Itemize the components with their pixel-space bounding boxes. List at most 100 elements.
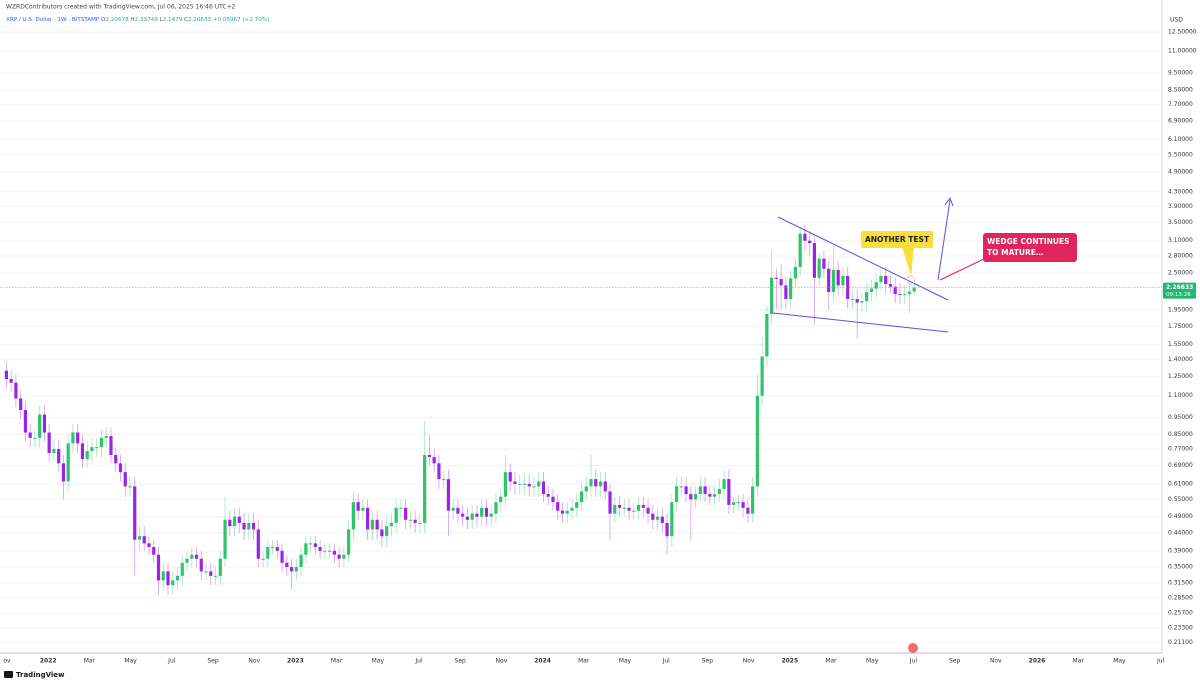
y-tick-label: 0.49000: [1168, 513, 1193, 520]
legend: XRP / U.S. Dollar · 1W · BITSTAMP O2.206…: [6, 17, 269, 23]
candle-body: [503, 472, 508, 497]
y-tick-label: 4.90000: [1168, 169, 1193, 176]
last-price-label: 2.26633: [1166, 284, 1193, 291]
wedge-upper-line: [777, 216, 949, 301]
candle-body: [123, 472, 127, 487]
candle-body: [817, 258, 821, 278]
candle-body: [860, 301, 864, 303]
candle-body: [152, 547, 156, 555]
candle-body: [270, 547, 275, 549]
candle-body: [461, 513, 465, 517]
candle-body: [565, 510, 569, 514]
candle-body: [14, 382, 18, 399]
candle-body: [846, 275, 850, 299]
candle-body: [641, 504, 645, 508]
candle-body: [351, 502, 355, 530]
candle-body: [23, 409, 28, 433]
candle-body: [380, 529, 384, 537]
x-tick-label: Jul: [414, 658, 423, 665]
candle-body: [361, 507, 365, 511]
candle-body: [803, 233, 807, 241]
candle-body: [171, 580, 175, 586]
candle-body: [142, 536, 146, 544]
callout-box: [861, 231, 933, 248]
candle-body: [213, 575, 218, 577]
candle-body: [223, 519, 227, 559]
candle-body: [836, 269, 840, 286]
candle-body: [779, 279, 783, 286]
candle-body: [608, 491, 612, 514]
candle-body: [161, 571, 165, 581]
x-tick-label: Mar: [1073, 658, 1085, 665]
candle-body: [427, 455, 432, 458]
candle-body: [418, 522, 422, 524]
x-tick-label: Mar: [578, 658, 590, 665]
candle-body: [560, 510, 565, 514]
y-tick-label: 11.00000: [1168, 48, 1197, 55]
x-tick-label: ov: [3, 658, 11, 665]
candle-body: [874, 282, 878, 289]
candle-body: [304, 543, 308, 555]
candle-body: [413, 519, 417, 523]
candle-body: [356, 502, 360, 511]
candle-body: [218, 558, 222, 576]
candle-body: [42, 414, 47, 433]
candle-body: [289, 567, 294, 572]
candle-body: [674, 486, 679, 503]
candle-body: [313, 543, 317, 548]
candle-body: [328, 550, 332, 552]
candle-body: [437, 463, 441, 480]
candle-body: [850, 298, 855, 300]
y-tick-label: 1.75000: [1168, 323, 1193, 330]
x-tick-label: 2022: [40, 658, 57, 665]
candle-body: [684, 486, 688, 495]
candle-body: [104, 436, 108, 438]
candle-body: [622, 507, 626, 509]
candle-body: [166, 571, 170, 586]
candle-body: [71, 432, 75, 444]
candle-body: [798, 233, 802, 268]
candle-body: [137, 536, 142, 540]
last-price-box: [1163, 282, 1196, 299]
candle-body: [774, 277, 778, 280]
candle-body: [261, 558, 265, 560]
candle-body: [156, 554, 161, 581]
candle-body: [385, 526, 389, 537]
candle-body: [57, 449, 61, 464]
candle-body: [589, 479, 593, 487]
candle-body: [308, 543, 313, 545]
candle-body: [527, 483, 531, 487]
candle-body: [95, 447, 99, 449]
candle-body: [109, 436, 113, 456]
candle-body: [337, 554, 341, 559]
candle-body: [28, 432, 32, 438]
y-tick-label: 0.69000: [1168, 462, 1193, 469]
candle-body: [128, 486, 132, 488]
x-tick-label: Nov: [496, 658, 508, 665]
y-tick-label: 12.50000: [1168, 29, 1197, 36]
candle-body: [717, 488, 721, 495]
callout-line: [939, 257, 987, 281]
x-tick-label: May: [372, 658, 385, 665]
candle-body: [884, 275, 888, 285]
legend-value: 2.20678: [106, 17, 130, 23]
y-tick-label: 0.77000: [1168, 446, 1193, 453]
y-tick-label: 0.39000: [1168, 547, 1193, 554]
candle-body: [442, 479, 446, 481]
candle-body: [133, 486, 137, 540]
y-unit: USD: [1170, 17, 1183, 24]
candle-body: [275, 547, 279, 551]
y-tick-label: 0.21100: [1168, 639, 1193, 646]
y-tick-label: 5.50000: [1168, 151, 1193, 158]
candle-body: [204, 571, 208, 573]
candle-body: [114, 455, 118, 464]
candle-body: [789, 278, 793, 299]
candle-body: [237, 516, 241, 523]
annotation: WEDGE CONTINUES: [987, 237, 1069, 246]
candle-body: [732, 502, 736, 505]
y-tick-label: 1.10000: [1168, 392, 1193, 399]
candle-body: [727, 479, 731, 505]
candle-body: [665, 522, 669, 537]
y-tick-label: 0.25700: [1168, 610, 1193, 617]
